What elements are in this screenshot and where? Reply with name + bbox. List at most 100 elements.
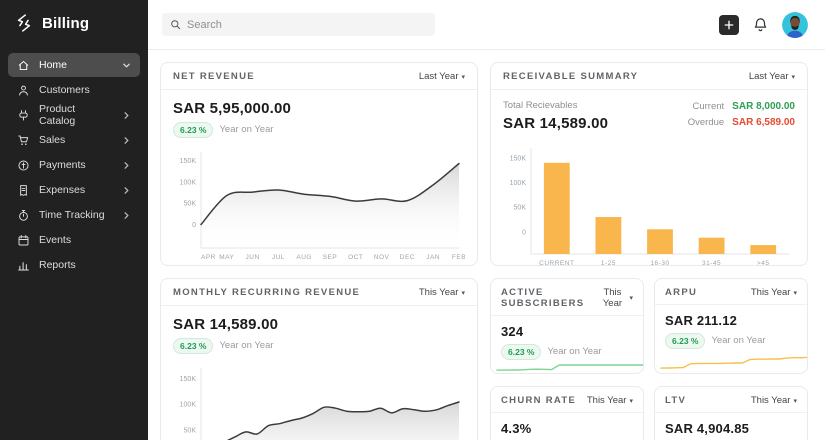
chevron-down-icon (122, 61, 131, 70)
mrr-value: SAR 14,589.00 (173, 316, 279, 333)
period-label: This Year (586, 395, 627, 406)
dashboard-content: NET REVENUE Last Year ▾ SAR 5,95,000.00 … (148, 50, 825, 440)
svg-text:150K: 150K (180, 158, 197, 165)
arpu-body: SAR 211.12 6.23 % Year on Year (655, 305, 807, 349)
active-subscribers-period-select[interactable]: This Year ▾ (598, 287, 633, 309)
chevron-down-icon: ▾ (629, 397, 633, 405)
arpu-sparkline (655, 349, 807, 374)
app-logo: Billing (0, 0, 148, 47)
overdue-value: SAR 6,589.00 (732, 117, 795, 128)
plus-icon (724, 20, 734, 29)
billing-logo-icon (17, 14, 31, 32)
sidebar-nav: Home Customers Product Catalog Sales Payment… (0, 47, 148, 284)
active-subscribers-value: 324 (501, 324, 524, 339)
card-title: ACTIVE SUBSCRIBERS (501, 287, 585, 309)
svg-text:JUL: JUL (272, 254, 285, 261)
badge-row: 6.23 % Year on Year (173, 338, 465, 354)
receivables-aging-chart: 150K 100K 50K 0 CURRENT 1-25 16-30 31-45 >45 (503, 142, 795, 266)
sidebar-item-label: Home (39, 59, 68, 71)
svg-text:DEC: DEC (400, 254, 415, 261)
total-receivables-value: SAR 14,589.00 (503, 115, 609, 132)
mrr-body: SAR 14,589.00 6.23 % Year on Year 150K 10… (161, 306, 477, 440)
mrr-header: MONTHLY RECURRING REVENUE This Year ▾ (161, 279, 477, 306)
svg-text:0: 0 (522, 229, 526, 236)
svg-text:MAY: MAY (219, 254, 234, 261)
card-title: RECEIVABLE SUMMARY (503, 71, 639, 82)
sidebar-item-home[interactable]: Home (8, 53, 140, 77)
period-label: This Year (418, 287, 459, 298)
active-subscribers-sparkline (491, 360, 643, 374)
svg-text:16-30: 16-30 (650, 260, 669, 266)
badge-row: 6.23 % Year on Year (665, 333, 797, 349)
svg-text:100K: 100K (180, 401, 197, 408)
period-label: Last Year (748, 71, 789, 82)
net-revenue-period-select[interactable]: Last Year ▾ (419, 71, 465, 82)
card-title: MONTHLY RECURRING REVENUE (173, 287, 361, 298)
period-label: This Year (602, 287, 623, 309)
growth-badge: 6.23 % (173, 338, 214, 354)
sidebar-item-expenses[interactable]: Expenses (8, 178, 140, 202)
sidebar-item-label: Events (39, 234, 72, 246)
sidebar-item-sales[interactable]: Sales (8, 128, 140, 152)
mrr-card: MONTHLY RECURRING REVENUE This Year ▾ SA… (160, 278, 478, 440)
churn-rate-body: 4.3% 6.23 % Year on Year (491, 413, 643, 440)
search-input[interactable] (187, 18, 427, 31)
sidebar-item-product-catalog[interactable]: Product Catalog (8, 103, 140, 127)
sidebar-item-reports[interactable]: Reports (8, 253, 140, 277)
sidebar-item-events[interactable]: Events (8, 228, 140, 252)
card-title: NET REVENUE (173, 71, 255, 82)
growth-badge: 6.23 % (665, 333, 706, 349)
ltv-period-select[interactable]: This Year ▾ (751, 395, 797, 406)
home-icon (17, 59, 30, 72)
quick-add-button[interactable] (719, 14, 739, 35)
current-label: Current (692, 101, 725, 112)
receivable-summary-card: RECEIVABLE SUMMARY Last Year ▾ Total Rec… (490, 62, 808, 266)
receivable-totals-row: Total Recievables SAR 14,589.00 Current … (503, 100, 795, 132)
net-revenue-header: NET REVENUE Last Year ▾ (161, 63, 477, 90)
svg-text:OCT: OCT (348, 254, 363, 261)
svg-text:100K: 100K (180, 179, 197, 186)
svg-text:NOV: NOV (374, 254, 390, 261)
growth-badge: 6.23 % (501, 344, 542, 360)
reports-icon (17, 259, 30, 272)
card-title: CHURN RATE (501, 395, 577, 406)
ltv-body: SAR 4,904.85 6.23 % Year on Year (655, 413, 807, 440)
chevron-right-icon (122, 136, 131, 145)
arpu-period-select[interactable]: This Year ▾ (751, 287, 797, 298)
overdue-line: Overdue SAR 6,589.00 (688, 117, 795, 128)
churn-rate-period-select[interactable]: This Year ▾ (587, 395, 633, 406)
svg-text:0: 0 (192, 222, 196, 229)
period-label: Last Year (418, 71, 459, 82)
period-label: This Year (750, 395, 791, 406)
svg-text:JUN: JUN (246, 254, 260, 261)
user-avatar[interactable] (782, 11, 808, 38)
notifications-button[interactable] (751, 17, 770, 33)
receivable-period-select[interactable]: Last Year ▾ (749, 71, 795, 82)
svg-text:50K: 50K (184, 200, 197, 207)
churn-rate-value: 4.3% (501, 421, 532, 436)
sales-icon (17, 134, 30, 147)
chevron-down-icon: ▾ (791, 73, 795, 81)
payments-icon (17, 159, 30, 172)
sidebar-item-customers[interactable]: Customers (8, 78, 140, 102)
topbar (148, 0, 825, 50)
svg-text:AUG: AUG (296, 254, 312, 261)
yoy-label: Year on Year (547, 346, 602, 358)
sidebar-item-time-tracking[interactable]: Time Tracking (8, 203, 140, 227)
chevron-right-icon (122, 161, 131, 170)
receivable-summary-header: RECEIVABLE SUMMARY Last Year ▾ (491, 63, 807, 90)
mrr-period-select[interactable]: This Year ▾ (419, 287, 465, 298)
growth-badge: 6.23 % (173, 122, 214, 138)
sidebar-item-payments[interactable]: Payments (8, 153, 140, 177)
current-value: SAR 8,000.00 (732, 101, 795, 112)
churn-rate-header: CHURN RATE This Year ▾ (491, 387, 643, 413)
sidebar-item-label: Customers (39, 84, 90, 96)
svg-text:1-25: 1-25 (601, 260, 616, 266)
net-revenue-card: NET REVENUE Last Year ▾ SAR 5,95,000.00 … (160, 62, 478, 266)
receivable-summary-body: Total Recievables SAR 14,589.00 Current … (491, 90, 807, 266)
svg-text:150K: 150K (180, 375, 197, 382)
search-box[interactable] (162, 13, 435, 36)
chevron-down-icon: ▾ (461, 73, 465, 81)
product-catalog-icon (17, 109, 30, 122)
